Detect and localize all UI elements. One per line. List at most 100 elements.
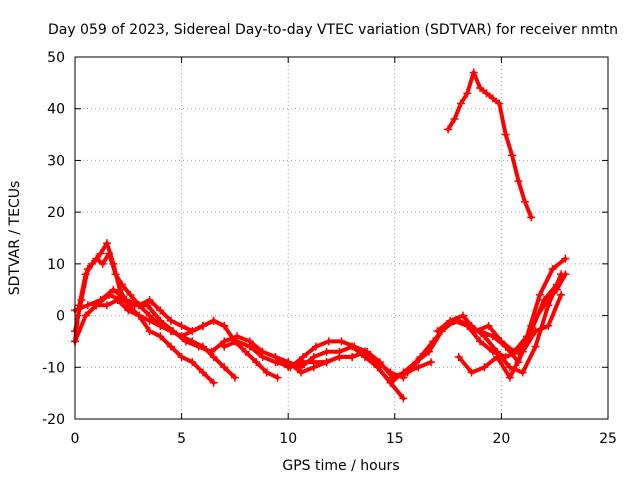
data-point (531, 342, 540, 351)
data-point (337, 337, 346, 346)
y-tick-label: 20 (47, 205, 65, 221)
data-point (444, 125, 453, 134)
data-point (488, 94, 497, 103)
data-point (309, 358, 318, 367)
data-point (484, 321, 493, 330)
data-point (467, 368, 476, 377)
data-point (476, 337, 485, 346)
data-point (348, 352, 357, 361)
data-point (177, 352, 186, 361)
data-point (557, 290, 566, 299)
data-point (416, 352, 425, 361)
data-point (495, 99, 504, 108)
x-tick-label: 0 (71, 431, 80, 447)
series-arc-9 (390, 270, 566, 382)
data-point (92, 301, 101, 310)
data-point (77, 296, 86, 305)
series-arc-11 (454, 290, 566, 382)
data-point (98, 259, 107, 268)
data-point (454, 352, 463, 361)
data-point (194, 342, 203, 351)
data-point (299, 352, 308, 361)
data-point (390, 373, 399, 382)
data-point (433, 327, 442, 336)
data-point (518, 368, 527, 377)
data-point (535, 290, 544, 299)
data-point (527, 321, 536, 330)
data-point (143, 301, 152, 310)
data-point (350, 342, 359, 351)
data-point (403, 368, 412, 377)
data-point (450, 115, 459, 124)
data-point (145, 296, 154, 305)
data-point (156, 316, 165, 325)
data-point (209, 352, 218, 361)
data-point (126, 290, 135, 299)
data-point (488, 332, 497, 341)
data-point (375, 358, 384, 367)
data-point (456, 99, 465, 108)
data-point (427, 358, 436, 367)
data-point (209, 378, 218, 387)
data-point (156, 332, 165, 341)
data-point (540, 301, 549, 310)
data-point (83, 265, 92, 274)
x-tick-label: 5 (177, 431, 186, 447)
y-tick-label: -20 (42, 412, 65, 428)
data-point (220, 321, 229, 330)
data-point (505, 363, 514, 372)
data-point (463, 89, 472, 98)
data-point (508, 151, 517, 160)
data-point (480, 363, 489, 372)
data-point (124, 306, 133, 315)
data-point (262, 368, 271, 377)
data-point (476, 84, 485, 93)
plot-frame (74, 56, 609, 420)
data-point (548, 265, 557, 274)
data-point (544, 321, 553, 330)
data-point (469, 68, 478, 77)
data-point (207, 347, 216, 356)
data-point (446, 316, 455, 325)
x-axis-label: GPS time / hours (282, 458, 399, 474)
data-point (561, 254, 570, 263)
data-point (181, 337, 190, 346)
data-point (501, 130, 510, 139)
data-point (482, 89, 491, 98)
data-point (335, 352, 344, 361)
data-point (273, 373, 282, 382)
data-point (514, 177, 523, 186)
data-point (220, 363, 229, 372)
y-tick-label: 40 (47, 102, 65, 118)
data-point (373, 363, 382, 372)
data-point (209, 316, 218, 325)
data-point (459, 311, 468, 320)
data-point (324, 337, 333, 346)
data-point (514, 358, 523, 367)
data-point (552, 285, 561, 294)
data-point (145, 327, 154, 336)
data-point (429, 337, 438, 346)
data-point (130, 301, 139, 310)
data-point (102, 239, 111, 248)
series-arc-13 (444, 68, 536, 222)
data-point (527, 213, 536, 222)
data-point (520, 197, 529, 206)
data-point (156, 306, 165, 315)
data-point (220, 342, 229, 351)
series-arc-7 (273, 337, 436, 382)
x-tick-label: 25 (599, 431, 617, 447)
data-point (134, 311, 143, 320)
series-arc-12 (476, 270, 570, 367)
data-point (360, 347, 369, 356)
data-point (296, 358, 305, 367)
data-point (111, 270, 120, 279)
data-point (188, 327, 197, 336)
data-point (102, 301, 111, 310)
y-axis-label: SDTVAR / TECUs (7, 181, 23, 296)
data-point (476, 327, 485, 336)
data-point (198, 368, 207, 377)
data-point (414, 363, 423, 372)
data-point (561, 270, 570, 279)
data-point (493, 352, 502, 361)
